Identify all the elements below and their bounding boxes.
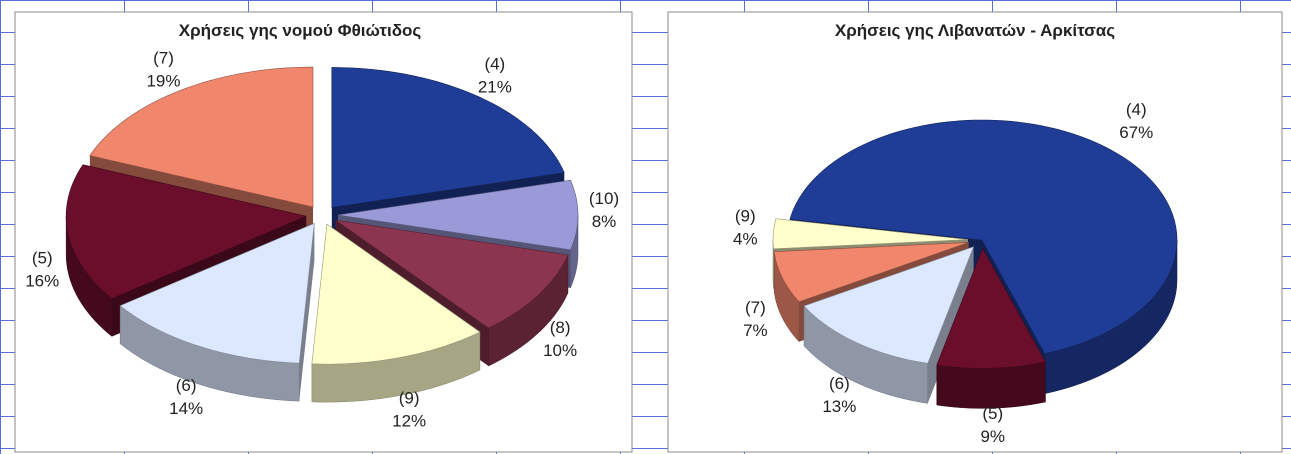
slice	[773, 242, 969, 303]
slice	[803, 246, 975, 364]
slice-label: 16%	[25, 271, 59, 290]
slice-label: 8%	[592, 212, 617, 231]
slice-label: 4%	[733, 230, 758, 249]
slice	[335, 219, 569, 329]
slice	[772, 218, 969, 250]
chart-title: Χρήσεις γης Λιβανατών - Αρκίτσας	[835, 21, 1115, 40]
slice-category: (10)	[589, 189, 619, 208]
slice-category: (6)	[829, 374, 850, 393]
slice	[936, 247, 1046, 369]
slice-category: (7)	[153, 48, 174, 67]
slice-category: (5)	[32, 248, 53, 267]
slice-label: 10%	[543, 341, 577, 360]
slice-edge	[299, 223, 315, 402]
slice	[311, 223, 481, 365]
slice-category: (9)	[735, 207, 756, 226]
slice-category: (4)	[1126, 100, 1147, 119]
slice-label: 21%	[478, 78, 512, 97]
slice-category: (5)	[982, 404, 1003, 423]
slice-label: 14%	[169, 399, 203, 418]
slice	[789, 119, 1178, 354]
slice-label: 12%	[392, 412, 426, 431]
slice-category: (4)	[484, 55, 505, 74]
slice	[119, 222, 315, 364]
slice-label: 13%	[822, 397, 856, 416]
slice-category: (6)	[176, 376, 197, 395]
slice-label: 9%	[980, 427, 1005, 446]
slice-category: (9)	[399, 389, 420, 408]
slice-category: (8)	[550, 318, 571, 337]
slice-label: 7%	[743, 321, 768, 340]
slice	[337, 179, 579, 251]
slice-category: (7)	[745, 298, 766, 317]
slice	[65, 164, 308, 299]
slice	[89, 66, 314, 208]
chart-title: Χρήσεις γης νομού Φθιώτιδος	[179, 21, 422, 40]
slice-side	[936, 361, 1046, 409]
slice-label: 67%	[1119, 123, 1153, 142]
slice	[331, 67, 565, 208]
slice-label: 19%	[146, 71, 180, 90]
